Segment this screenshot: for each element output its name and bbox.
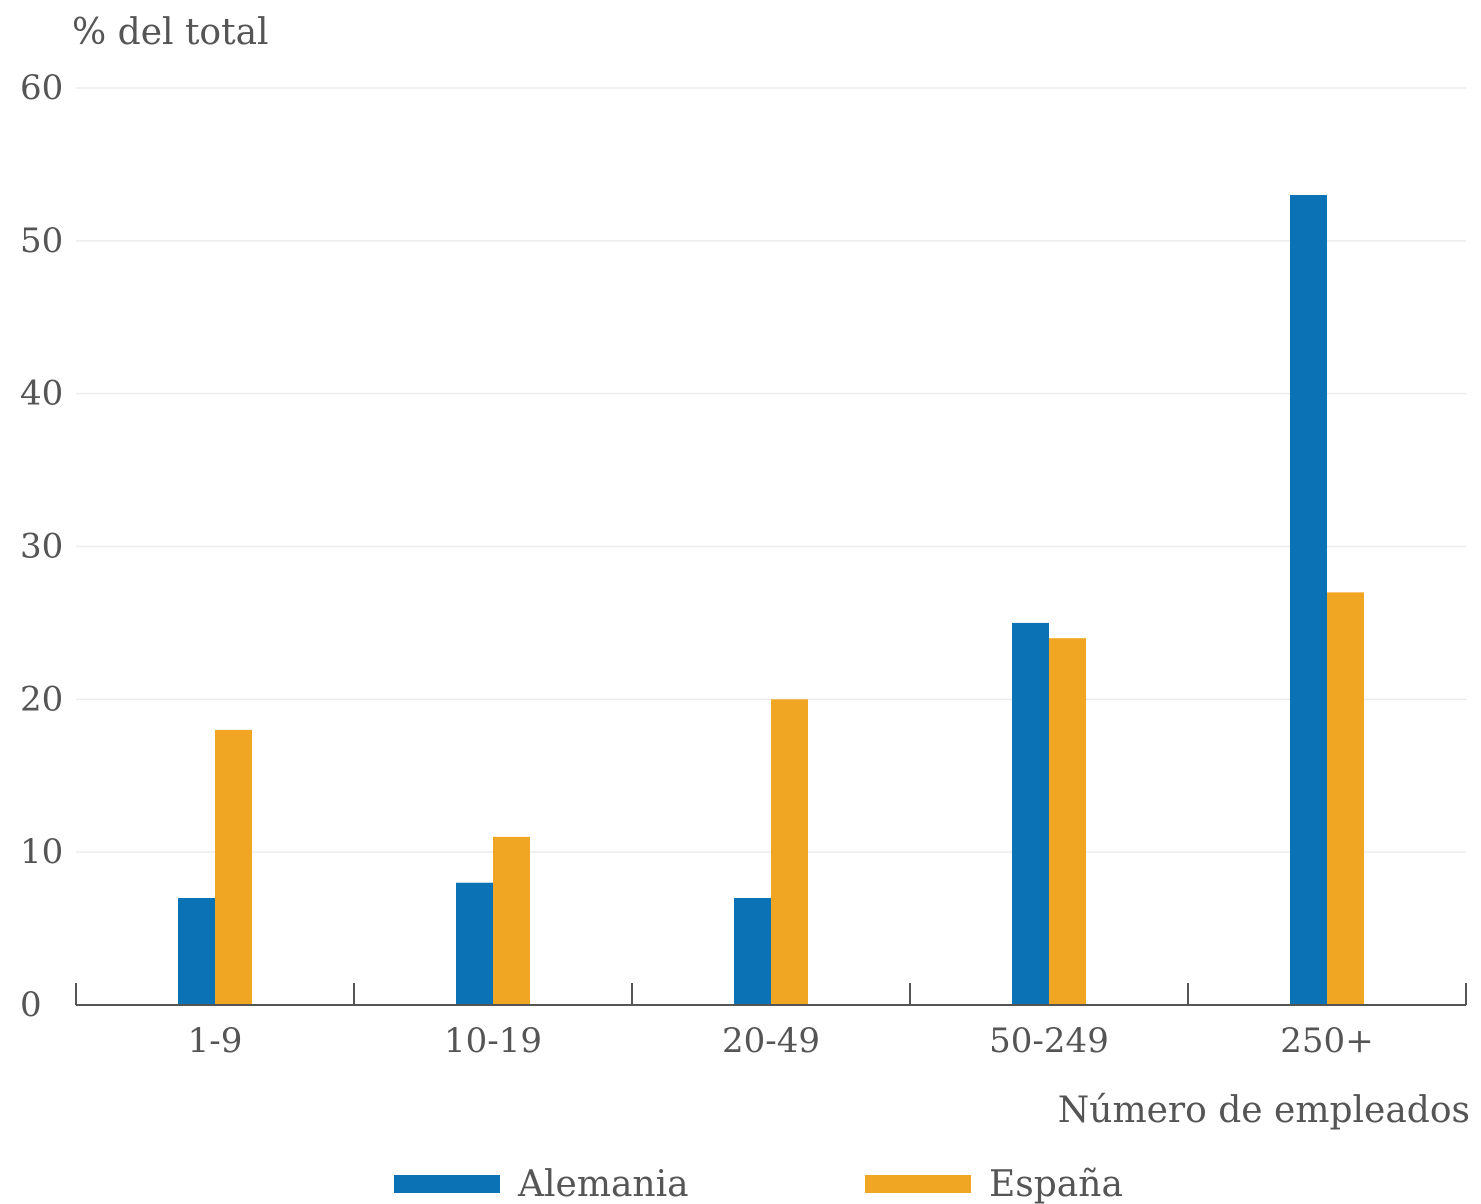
- legend: Alemania España: [394, 1164, 1123, 1204]
- bar-alemania-250+: [1290, 194, 1327, 1005]
- x-tick-label: 20-49: [722, 1021, 820, 1061]
- y-tick-label: 60: [20, 68, 63, 108]
- y-tick-labels: 0 10 20 30 40 50 60: [20, 68, 63, 1025]
- legend-swatch-españa: [865, 1175, 971, 1193]
- grid-lines: [76, 87, 1466, 853]
- bar-españa-1-9: [215, 729, 252, 1005]
- y-tick-label: 10: [20, 832, 63, 872]
- legend-label-españa: España: [989, 1164, 1123, 1204]
- bar-españa-50-249: [1049, 638, 1086, 1005]
- bar-alemania-50-249: [1012, 622, 1049, 1005]
- bar-alemania-10-19: [456, 882, 493, 1005]
- y-tick-label: 0: [20, 985, 42, 1025]
- y-tick-label: 30: [20, 527, 63, 567]
- bar-españa-20-49: [771, 699, 808, 1005]
- y-axis-label: % del total: [72, 12, 269, 53]
- y-tick-label: 20: [20, 679, 63, 719]
- bars: [178, 194, 1364, 1005]
- x-tick-label: 50-249: [989, 1021, 1109, 1061]
- legend-swatch-alemania: [394, 1175, 500, 1193]
- bar-españa-10-19: [493, 836, 530, 1005]
- x-ticks: 1-9 10-19 20-49 50-249 250+: [75, 983, 1467, 1061]
- bar-españa-250+: [1327, 592, 1364, 1005]
- x-tick-label: 1-9: [188, 1021, 243, 1061]
- legend-label-alemania: Alemania: [517, 1164, 689, 1204]
- y-tick-label: 50: [20, 221, 63, 261]
- bar-alemania-1-9: [178, 898, 215, 1005]
- x-axis-label: Número de empleados: [1058, 1090, 1470, 1131]
- x-tick-label: 250+: [1280, 1021, 1373, 1061]
- y-tick-label: 40: [20, 374, 63, 414]
- x-tick-label: 10-19: [444, 1021, 542, 1061]
- bar-alemania-20-49: [734, 898, 771, 1005]
